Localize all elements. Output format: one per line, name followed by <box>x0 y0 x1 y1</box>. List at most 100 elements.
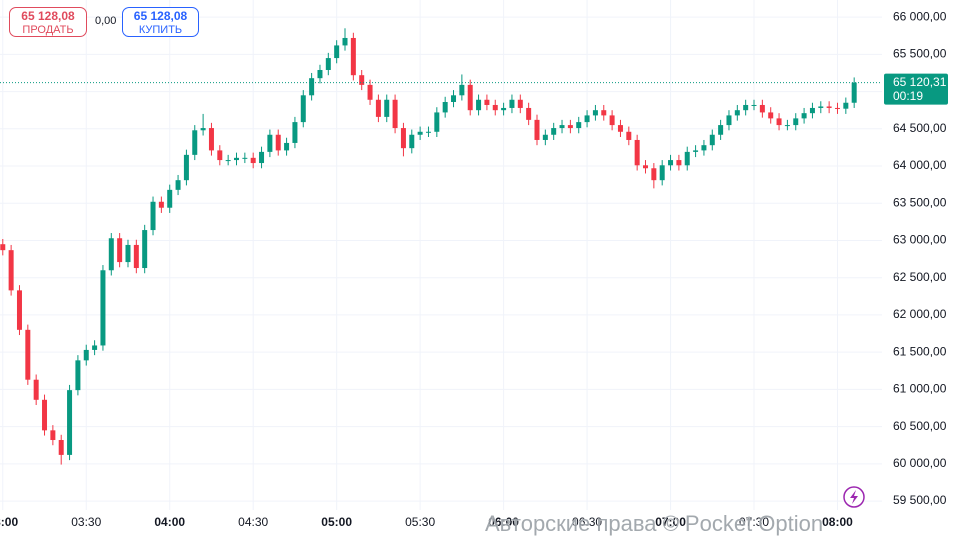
candle-body <box>392 99 398 129</box>
candle-body <box>718 125 724 135</box>
candle-body <box>643 165 649 169</box>
candle-body <box>67 390 73 455</box>
candle-body <box>467 84 473 111</box>
y-tick-label: 62 500,00 <box>893 270 947 284</box>
candle-body <box>509 99 515 108</box>
candle-body <box>342 37 348 46</box>
candle-body <box>25 329 31 380</box>
candle-body <box>609 115 615 126</box>
candle-body <box>334 45 340 59</box>
candle-body <box>125 244 131 263</box>
sell-button[interactable]: 65 128,08 ПРОДАТЬ <box>9 7 87 37</box>
candle-body <box>501 107 507 111</box>
candle-body <box>58 440 64 455</box>
y-tick-label: 62 000,00 <box>893 307 947 321</box>
x-tick-label: 03:30 <box>71 515 101 529</box>
candle-body <box>417 131 423 135</box>
axes: 59 500,00 60 000,00 60 500,00 61 000,00 61 5… <box>0 9 948 529</box>
candle-body <box>584 115 590 123</box>
last-price-box <box>884 73 948 105</box>
candle-body <box>668 160 674 166</box>
grid <box>0 0 882 510</box>
candle-body <box>626 131 632 140</box>
last-price-label: 65 120,31 <box>893 75 947 89</box>
candle-body <box>793 118 799 126</box>
candle-body <box>801 113 807 119</box>
candle-body <box>701 145 707 151</box>
candle-body <box>192 130 198 155</box>
candle-body <box>726 115 732 126</box>
candle-body <box>551 128 557 135</box>
candle-body <box>208 128 214 151</box>
candle-body <box>100 270 106 346</box>
candle-body <box>451 95 457 102</box>
candle-body <box>33 379 39 400</box>
candle-body <box>542 134 548 140</box>
candle-body <box>225 160 231 162</box>
candle-body <box>784 125 790 127</box>
candle-body <box>325 58 331 70</box>
candle-body <box>42 399 48 431</box>
y-tick-label: 64 000,00 <box>893 158 947 172</box>
candle-body <box>259 151 265 164</box>
candle-body <box>684 151 690 166</box>
candle-body <box>284 142 290 151</box>
y-tick-label: 59 500,00 <box>893 493 947 507</box>
y-tick-label: 61 500,00 <box>893 344 947 358</box>
sell-label: ПРОДАТЬ <box>22 24 74 36</box>
y-tick-label: 61 000,00 <box>893 382 947 396</box>
candle-body <box>517 99 523 108</box>
flash-bolt <box>850 490 858 504</box>
buy-label: КУПИТЬ <box>138 24 183 36</box>
candle-body <box>359 75 365 85</box>
candle-body <box>434 112 440 132</box>
x-tick-label: 03:00 <box>0 515 18 529</box>
candle-body <box>851 82 857 103</box>
candle-body <box>567 125 573 129</box>
candle-body <box>16 290 22 330</box>
candle-body <box>425 131 431 133</box>
candle-body <box>651 168 657 181</box>
candle-body <box>117 238 123 263</box>
candles <box>0 28 857 465</box>
buy-button[interactable]: 65 128,08 КУПИТЬ <box>122 7 199 37</box>
candle-body <box>843 102 849 109</box>
candle-body <box>709 134 715 146</box>
x-tick-label: 08:00 <box>822 515 853 529</box>
y-tick-label: 66 000,00 <box>893 9 947 23</box>
candle-body <box>734 110 740 116</box>
candle-body <box>158 201 164 208</box>
spread: 0,00 <box>95 15 117 27</box>
candle-body <box>743 104 749 111</box>
candle-body <box>200 128 206 131</box>
y-tick-label: 63 000,00 <box>893 233 947 247</box>
y-tick-label: 63 500,00 <box>893 195 947 209</box>
candle-body <box>693 150 699 152</box>
y-tick-label: 64 500,00 <box>893 121 947 135</box>
candle-body <box>768 112 774 119</box>
x-tick-label: 06:30 <box>572 515 602 529</box>
candle-body <box>317 69 323 79</box>
candle-body <box>108 238 114 271</box>
candle-body <box>267 134 273 152</box>
x-tick-label: 04:30 <box>238 515 268 529</box>
candle-body <box>142 230 148 269</box>
x-tick-label: 07:30 <box>739 515 769 529</box>
candle-body <box>50 430 56 441</box>
candle-body <box>809 107 815 114</box>
candle-body <box>459 84 465 96</box>
x-tick-label: 04:00 <box>154 515 185 529</box>
candle-body <box>634 139 640 166</box>
candle-body <box>559 125 565 129</box>
candle-body <box>309 78 315 96</box>
candle-body <box>167 189 173 208</box>
candle-body <box>175 180 181 190</box>
candle-body <box>601 110 607 116</box>
candle-body <box>217 150 223 161</box>
candle-body <box>676 160 682 166</box>
candle-body <box>133 244 139 269</box>
candle-body <box>367 84 373 100</box>
candle-body <box>400 128 406 149</box>
candle-body <box>576 122 582 129</box>
